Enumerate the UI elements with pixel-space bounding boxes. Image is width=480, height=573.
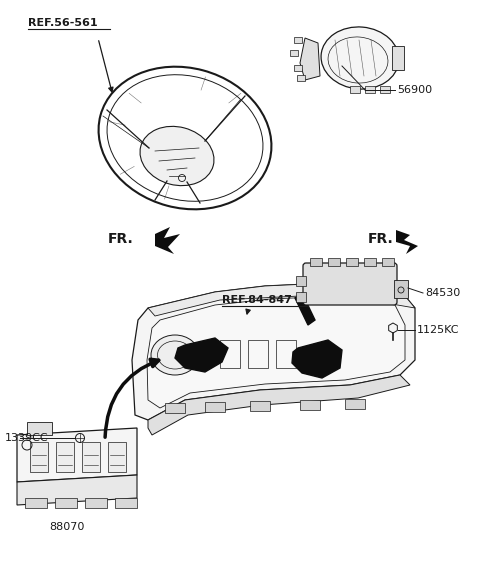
- Bar: [82, 442, 100, 472]
- Bar: [394, 280, 408, 298]
- Text: REF.56-561: REF.56-561: [28, 18, 97, 28]
- Bar: [296, 292, 306, 302]
- Bar: [328, 258, 340, 266]
- Polygon shape: [295, 293, 315, 325]
- Bar: [300, 400, 320, 410]
- Polygon shape: [17, 428, 137, 482]
- Bar: [392, 46, 404, 70]
- Polygon shape: [17, 475, 137, 505]
- Bar: [30, 442, 48, 472]
- Bar: [165, 403, 185, 413]
- Polygon shape: [155, 227, 180, 254]
- Bar: [350, 86, 360, 93]
- Bar: [345, 399, 365, 409]
- Bar: [205, 402, 225, 412]
- Bar: [85, 498, 107, 508]
- Bar: [250, 401, 270, 411]
- Bar: [56, 442, 74, 472]
- Bar: [27, 422, 52, 435]
- Bar: [115, 498, 137, 508]
- Bar: [220, 340, 240, 368]
- Text: FR.: FR.: [368, 232, 394, 246]
- Polygon shape: [175, 338, 228, 372]
- Polygon shape: [389, 323, 397, 333]
- Text: FR.: FR.: [108, 232, 134, 246]
- Bar: [380, 86, 390, 93]
- Text: 56900: 56900: [397, 85, 432, 95]
- Polygon shape: [147, 296, 405, 408]
- Polygon shape: [396, 230, 418, 254]
- Polygon shape: [132, 283, 415, 420]
- Ellipse shape: [321, 27, 399, 89]
- Bar: [108, 442, 126, 472]
- Bar: [310, 258, 322, 266]
- Polygon shape: [148, 375, 410, 435]
- Bar: [290, 50, 298, 56]
- Bar: [55, 498, 77, 508]
- Bar: [294, 37, 302, 43]
- Text: 1125KC: 1125KC: [417, 325, 459, 335]
- Bar: [382, 258, 394, 266]
- Polygon shape: [148, 283, 415, 316]
- Bar: [296, 276, 306, 286]
- FancyArrowPatch shape: [105, 359, 159, 437]
- Bar: [248, 340, 268, 368]
- Text: 84530: 84530: [425, 288, 460, 298]
- Text: 1339CC: 1339CC: [5, 433, 48, 443]
- Bar: [25, 498, 47, 508]
- Bar: [365, 86, 375, 93]
- Polygon shape: [300, 38, 320, 80]
- Bar: [346, 258, 358, 266]
- Bar: [294, 65, 302, 71]
- Polygon shape: [292, 340, 342, 378]
- Bar: [297, 75, 305, 81]
- Text: 88070: 88070: [49, 522, 84, 532]
- Ellipse shape: [140, 127, 214, 186]
- FancyBboxPatch shape: [303, 263, 397, 305]
- Bar: [276, 340, 296, 368]
- Ellipse shape: [151, 335, 199, 375]
- Bar: [364, 258, 376, 266]
- Text: REF.84-847: REF.84-847: [222, 295, 292, 305]
